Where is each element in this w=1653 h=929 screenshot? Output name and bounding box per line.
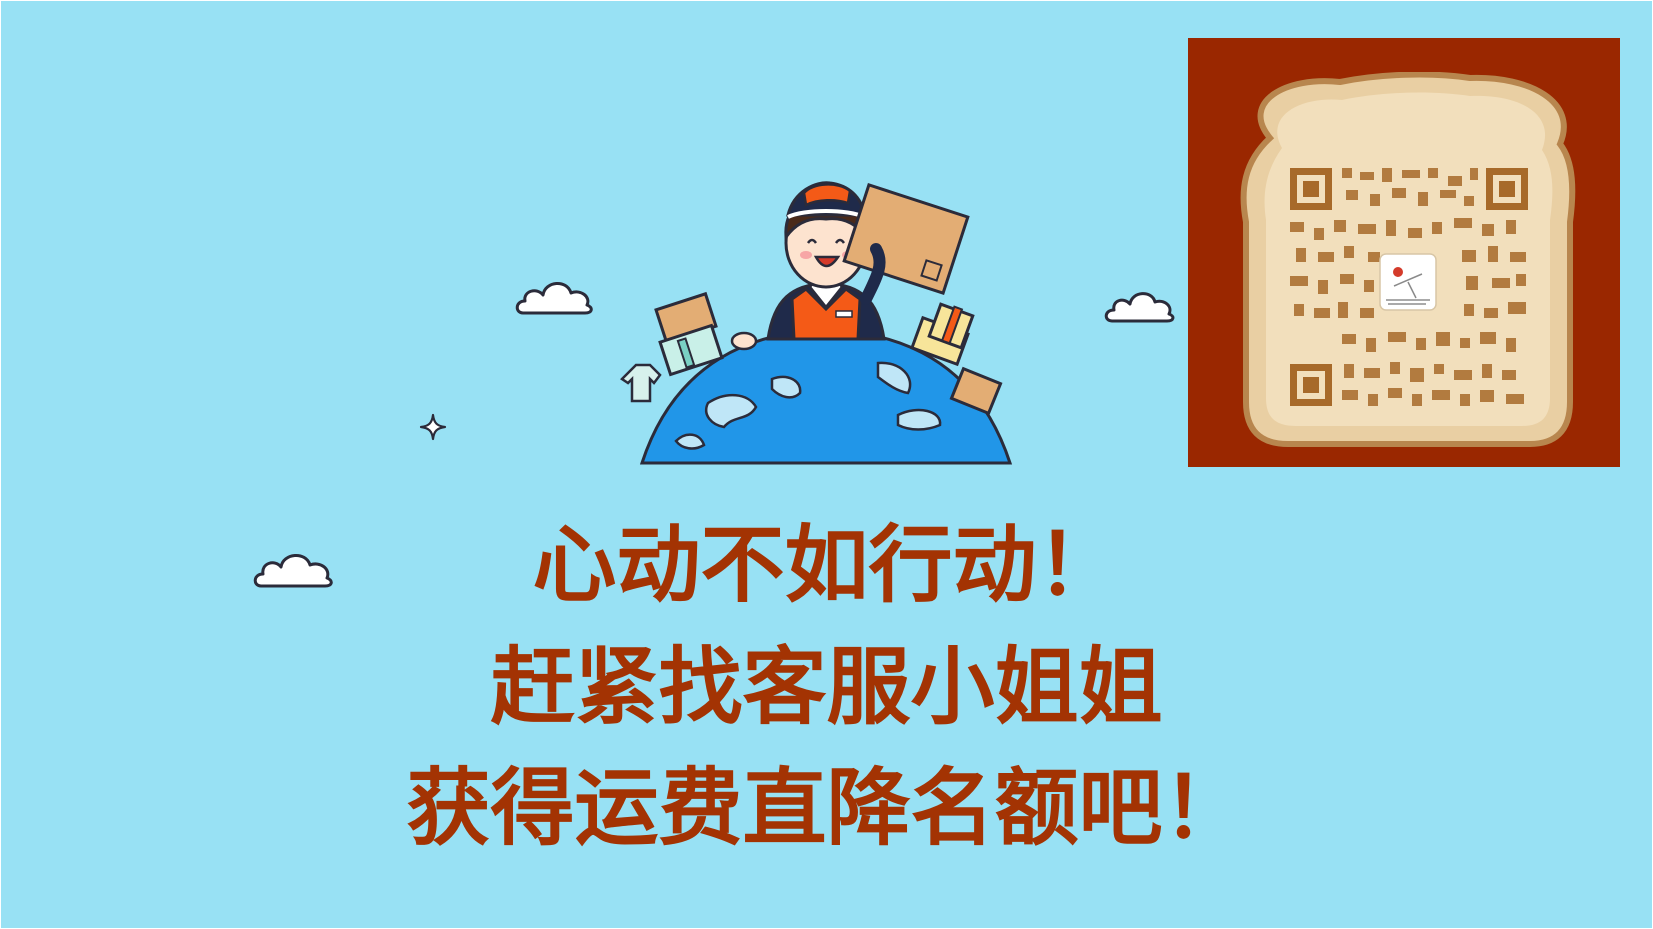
qr-code [1290, 168, 1528, 406]
delivery-courier-globe-illustration [620, 181, 1013, 465]
cloud-icon [515, 282, 593, 315]
cloud-icon [1104, 292, 1175, 323]
sparkle-icon [419, 413, 447, 441]
headline-line-3: 获得运费直降名额吧！ [406, 759, 1247, 857]
headline-line-1: 心动不如行动！ [532, 516, 1121, 614]
cloud-icon [253, 554, 333, 588]
qr-code-panel [1188, 38, 1620, 467]
headline-line-2: 赶紧找客服小姐姐 [490, 638, 1163, 736]
toast-bread-icon [1240, 72, 1576, 447]
